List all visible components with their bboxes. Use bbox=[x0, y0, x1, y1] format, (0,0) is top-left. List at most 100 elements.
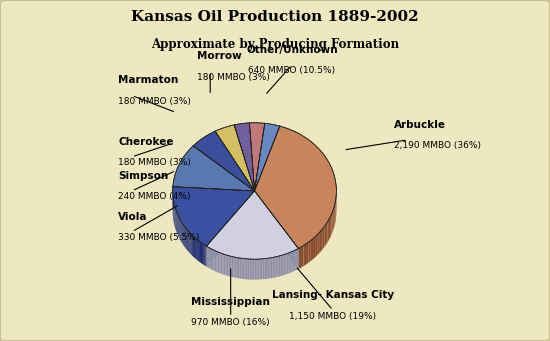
Polygon shape bbox=[184, 226, 185, 247]
Polygon shape bbox=[263, 259, 265, 279]
Polygon shape bbox=[182, 223, 183, 244]
Polygon shape bbox=[324, 224, 326, 247]
Polygon shape bbox=[274, 257, 276, 278]
Polygon shape bbox=[219, 252, 221, 273]
Polygon shape bbox=[238, 258, 240, 279]
Polygon shape bbox=[304, 244, 306, 266]
Polygon shape bbox=[186, 228, 187, 250]
Polygon shape bbox=[326, 222, 328, 244]
Polygon shape bbox=[271, 257, 272, 278]
Text: 180 MMBO (3%): 180 MMBO (3%) bbox=[196, 73, 270, 82]
Polygon shape bbox=[240, 258, 241, 279]
Polygon shape bbox=[249, 123, 265, 191]
Polygon shape bbox=[255, 191, 299, 269]
Polygon shape bbox=[328, 219, 329, 242]
Text: Other/Unknown: Other/Unknown bbox=[246, 45, 338, 55]
Polygon shape bbox=[245, 259, 246, 279]
Polygon shape bbox=[290, 252, 291, 273]
Text: 640 MMBO (10.5%): 640 MMBO (10.5%) bbox=[249, 66, 336, 75]
Polygon shape bbox=[212, 249, 213, 270]
Polygon shape bbox=[331, 212, 332, 235]
Polygon shape bbox=[191, 234, 192, 255]
Polygon shape bbox=[173, 187, 255, 246]
Polygon shape bbox=[173, 146, 255, 191]
Polygon shape bbox=[208, 247, 209, 268]
Text: Marmaton: Marmaton bbox=[118, 75, 178, 85]
Polygon shape bbox=[255, 259, 256, 280]
Polygon shape bbox=[200, 242, 201, 263]
Polygon shape bbox=[195, 238, 196, 259]
Polygon shape bbox=[193, 236, 194, 257]
Polygon shape bbox=[204, 245, 205, 266]
Polygon shape bbox=[313, 237, 315, 259]
Polygon shape bbox=[250, 259, 251, 280]
Text: 180 MMBO (3%): 180 MMBO (3%) bbox=[118, 158, 191, 167]
Text: Simpson: Simpson bbox=[118, 171, 168, 181]
Polygon shape bbox=[236, 257, 238, 278]
Text: 330 MMBO (5.5%): 330 MMBO (5.5%) bbox=[118, 233, 200, 242]
Polygon shape bbox=[188, 231, 189, 252]
Polygon shape bbox=[297, 249, 299, 270]
Polygon shape bbox=[221, 253, 222, 274]
Polygon shape bbox=[272, 257, 274, 278]
Polygon shape bbox=[235, 257, 236, 278]
Polygon shape bbox=[205, 246, 206, 267]
Polygon shape bbox=[319, 231, 321, 253]
Polygon shape bbox=[183, 225, 184, 246]
Polygon shape bbox=[282, 255, 284, 276]
Polygon shape bbox=[321, 228, 323, 251]
Polygon shape bbox=[233, 257, 235, 278]
Polygon shape bbox=[255, 123, 280, 191]
Polygon shape bbox=[180, 220, 181, 241]
Polygon shape bbox=[224, 254, 226, 275]
Polygon shape bbox=[193, 131, 255, 191]
Polygon shape bbox=[198, 240, 199, 262]
Text: 2,190 MMBO (36%): 2,190 MMBO (36%) bbox=[394, 141, 481, 150]
Polygon shape bbox=[187, 229, 188, 251]
Polygon shape bbox=[222, 254, 224, 275]
Polygon shape bbox=[179, 217, 180, 239]
Polygon shape bbox=[287, 253, 288, 274]
Polygon shape bbox=[317, 233, 319, 255]
Polygon shape bbox=[185, 228, 186, 249]
Polygon shape bbox=[216, 251, 218, 272]
Polygon shape bbox=[285, 254, 287, 275]
Polygon shape bbox=[255, 191, 299, 269]
Polygon shape bbox=[206, 246, 208, 267]
Polygon shape bbox=[288, 253, 290, 273]
Polygon shape bbox=[332, 210, 333, 233]
Text: Lansing- Kansas City: Lansing- Kansas City bbox=[272, 290, 394, 300]
Polygon shape bbox=[192, 235, 193, 256]
Polygon shape bbox=[226, 255, 227, 276]
Polygon shape bbox=[293, 251, 294, 272]
Polygon shape bbox=[284, 254, 285, 275]
Text: Mississippian: Mississippian bbox=[191, 297, 270, 307]
Text: 970 MMBO (16%): 970 MMBO (16%) bbox=[191, 318, 270, 327]
Text: 240 MMBO (4%): 240 MMBO (4%) bbox=[118, 192, 191, 201]
Text: Kansas Oil Production 1889-2002: Kansas Oil Production 1889-2002 bbox=[131, 10, 419, 24]
Polygon shape bbox=[330, 214, 331, 237]
Polygon shape bbox=[280, 255, 282, 276]
Polygon shape bbox=[227, 255, 228, 276]
Polygon shape bbox=[228, 256, 230, 277]
Polygon shape bbox=[230, 256, 232, 277]
Text: Arbuckle: Arbuckle bbox=[394, 120, 447, 130]
Polygon shape bbox=[232, 256, 233, 277]
Polygon shape bbox=[306, 242, 309, 264]
Text: Viola: Viola bbox=[118, 212, 147, 222]
Polygon shape bbox=[206, 191, 299, 259]
Polygon shape bbox=[243, 258, 245, 279]
Polygon shape bbox=[173, 187, 255, 211]
Polygon shape bbox=[323, 226, 324, 249]
Polygon shape bbox=[248, 259, 250, 280]
Polygon shape bbox=[309, 240, 311, 263]
Polygon shape bbox=[329, 217, 330, 240]
Polygon shape bbox=[315, 235, 317, 257]
Polygon shape bbox=[206, 191, 255, 267]
Polygon shape bbox=[197, 239, 198, 261]
Polygon shape bbox=[203, 244, 204, 265]
Polygon shape bbox=[294, 250, 295, 271]
Polygon shape bbox=[202, 243, 203, 265]
Polygon shape bbox=[291, 251, 293, 272]
Polygon shape bbox=[270, 258, 271, 279]
